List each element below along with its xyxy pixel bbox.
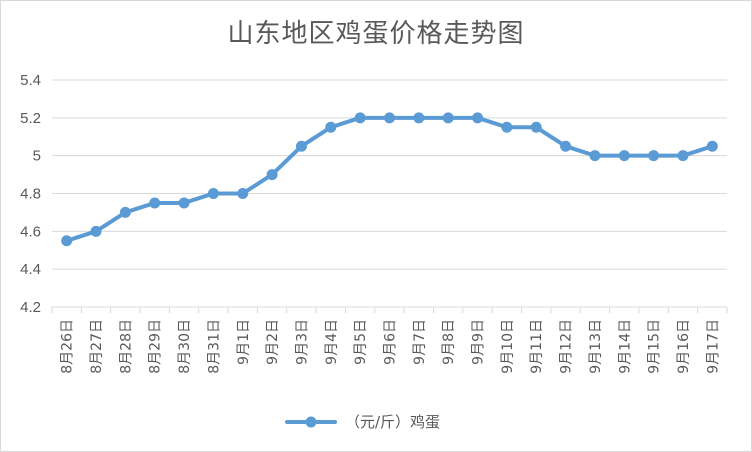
- y-axis-ticks: 4.2 4.4 4.6 4.8 5 5.2 5.4: [20, 72, 41, 316]
- x-tick-label: 9月10日: [500, 319, 516, 374]
- data-point: [295, 140, 307, 152]
- x-tick-label: 8月26日: [60, 319, 76, 374]
- data-point: [384, 112, 395, 124]
- legend-marker: [305, 416, 317, 428]
- x-tick-label: 9月4日: [324, 319, 340, 365]
- data-point: [706, 140, 718, 152]
- x-tick-label: 9月2日: [265, 319, 281, 365]
- x-axis: [51, 306, 728, 313]
- x-tick-label: 9月12日: [559, 319, 575, 374]
- data-point: [237, 188, 249, 199]
- x-tick-label: 9月14日: [617, 319, 633, 374]
- data-point: [413, 112, 425, 124]
- y-tick-label: 4.4: [20, 261, 41, 278]
- data-point: [442, 112, 454, 124]
- x-tick-label: 9月3日: [294, 319, 310, 365]
- y-tick-label: 4.8: [20, 186, 41, 203]
- x-tick-label: 9月9日: [471, 319, 487, 365]
- data-point: [589, 150, 601, 162]
- data-point: [677, 150, 689, 162]
- x-tick-label: 8月27日: [89, 319, 105, 374]
- data-point: [61, 235, 73, 247]
- data-point: [501, 121, 513, 133]
- y-tick-label: 5.4: [20, 72, 41, 89]
- data-point: [207, 188, 219, 199]
- x-tick-label: 8月30日: [177, 319, 193, 374]
- data-point: [472, 112, 484, 124]
- data-point: [90, 225, 102, 237]
- x-tick-label: 9月17日: [705, 319, 721, 374]
- data-point: [119, 206, 131, 218]
- y-tick-label: 4.6: [20, 223, 41, 240]
- x-axis-ticks: 8月26日 8月27日 8月28日 8月29日 8月30日 8月31日 9月1日 9月2日 9月…: [60, 319, 722, 374]
- data-point: [266, 169, 278, 181]
- data-point: [149, 197, 161, 209]
- x-tick-label: 9月1日: [236, 319, 252, 365]
- x-tick-label: 9月11日: [529, 319, 545, 374]
- x-tick-label: 9月6日: [383, 319, 399, 365]
- legend: （元/斤）鸡蛋: [285, 413, 440, 431]
- data-point: [325, 121, 337, 133]
- data-point: [530, 121, 542, 133]
- y-tick-label: 5: [33, 148, 41, 165]
- data-point: [648, 150, 660, 162]
- x-tick-label: 9月13日: [588, 319, 604, 374]
- x-tick-label: 8月28日: [118, 319, 134, 374]
- series-line: [64, 115, 715, 243]
- x-tick-label: 9月7日: [412, 319, 428, 365]
- series-layer: [61, 112, 718, 247]
- x-tick-label: 9月15日: [647, 319, 663, 374]
- data-point: [560, 140, 572, 152]
- x-tick-label: 9月8日: [441, 319, 457, 365]
- data-point: [618, 150, 630, 162]
- x-tick-label: 8月29日: [148, 319, 164, 374]
- y-tick-label: 4.2: [20, 299, 41, 316]
- x-tick-label: 9月16日: [676, 319, 692, 374]
- y-tick-label: 5.2: [20, 110, 41, 127]
- chart-title: 山东地区鸡蛋价格走势图: [227, 19, 525, 49]
- legend-label: （元/斤）鸡蛋: [345, 413, 440, 431]
- x-tick-label: 8月31日: [206, 319, 222, 374]
- x-tick-label: 9月5日: [353, 319, 369, 365]
- data-point: [354, 112, 366, 124]
- data-point: [178, 197, 190, 209]
